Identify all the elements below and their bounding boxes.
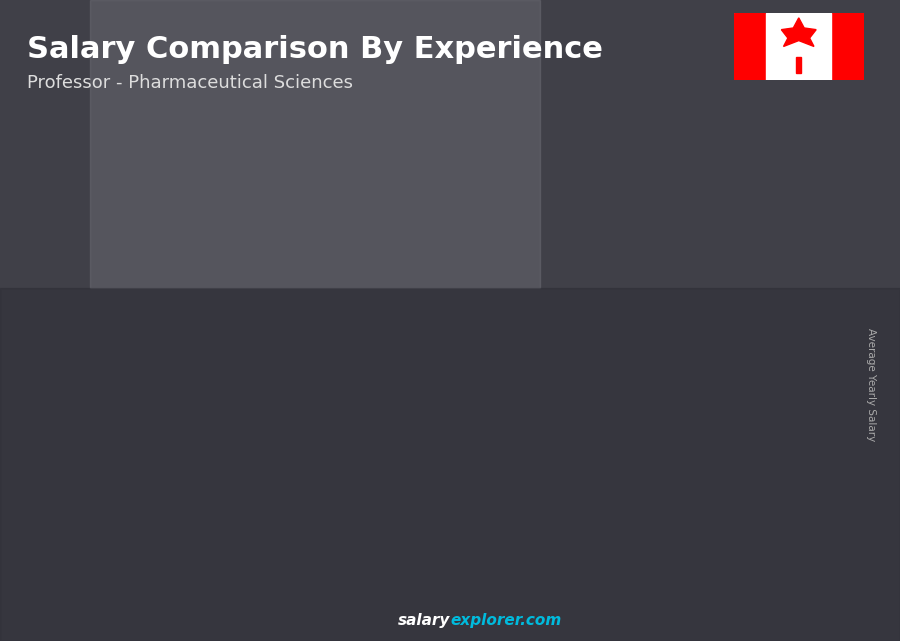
- Text: Salary Comparison By Experience: Salary Comparison By Experience: [27, 35, 603, 64]
- Bar: [459, 301, 535, 577]
- Bar: [329, 349, 400, 354]
- Text: salary: salary: [398, 613, 450, 628]
- Text: Professor - Pharmaceutical Sciences: Professor - Pharmaceutical Sciences: [27, 74, 353, 92]
- Bar: [832, 13, 864, 80]
- Text: +30%: +30%: [257, 263, 316, 281]
- Polygon shape: [781, 18, 816, 47]
- Bar: [590, 276, 659, 283]
- Text: +21%: +21%: [387, 229, 446, 247]
- Text: 273,000 CAD: 273,000 CAD: [591, 258, 680, 271]
- Bar: [270, 401, 274, 577]
- Text: +34%: +34%: [128, 329, 185, 347]
- Bar: [200, 401, 270, 406]
- Bar: [734, 13, 766, 80]
- Bar: [329, 349, 405, 577]
- Bar: [70, 447, 145, 577]
- Bar: [719, 259, 789, 267]
- Bar: [529, 301, 535, 577]
- Bar: [400, 349, 405, 577]
- Bar: [459, 301, 529, 308]
- Text: Average Yearly Salary: Average Yearly Salary: [866, 328, 877, 441]
- Bar: [796, 56, 801, 73]
- Text: 118,000 CAD: 118,000 CAD: [72, 429, 159, 442]
- Bar: [200, 401, 274, 577]
- Text: 288,000 CAD: 288,000 CAD: [722, 242, 809, 254]
- Text: 207,000 CAD: 207,000 CAD: [332, 331, 419, 344]
- Bar: [90, 0, 540, 288]
- Text: +5%: +5%: [653, 203, 699, 221]
- Text: explorer.com: explorer.com: [450, 613, 562, 628]
- Text: 159,000 CAD: 159,000 CAD: [202, 384, 290, 397]
- Bar: [140, 447, 145, 577]
- Text: 250,000 CAD: 250,000 CAD: [462, 283, 549, 297]
- Bar: [0, 288, 900, 641]
- Bar: [766, 13, 832, 80]
- Bar: [789, 259, 794, 577]
- Bar: [70, 447, 140, 450]
- Bar: [719, 259, 794, 577]
- Bar: [590, 276, 664, 577]
- Bar: [659, 276, 664, 577]
- Text: +9%: +9%: [524, 218, 569, 236]
